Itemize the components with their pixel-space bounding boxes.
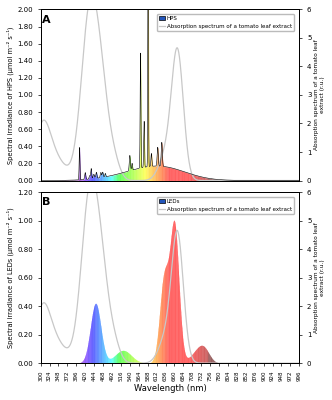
Y-axis label: Spectral irradiance of HPS (μmol m⁻² s⁻¹): Spectral irradiance of HPS (μmol m⁻² s⁻¹… [7,26,15,164]
X-axis label: Wavelength (nm): Wavelength (nm) [133,384,207,393]
Legend: LEDs, Absorption spectrum of a tomato leaf extract: LEDs, Absorption spectrum of a tomato le… [157,196,294,214]
Y-axis label: Absorption spectrum of a tomato leaf
extract (r.u.): Absorption spectrum of a tomato leaf ext… [314,222,325,333]
Y-axis label: Absorption spectrum of a tomato leaf
extract (r.u.): Absorption spectrum of a tomato leaf ext… [314,40,325,150]
Text: B: B [42,197,50,207]
Text: A: A [42,14,50,24]
Y-axis label: Spectral irradiance of LEDs (μmol m⁻² s⁻¹): Spectral irradiance of LEDs (μmol m⁻² s⁻… [7,207,15,348]
Legend: HPS, Absorption spectrum of a tomato leaf extract: HPS, Absorption spectrum of a tomato lea… [157,14,294,31]
